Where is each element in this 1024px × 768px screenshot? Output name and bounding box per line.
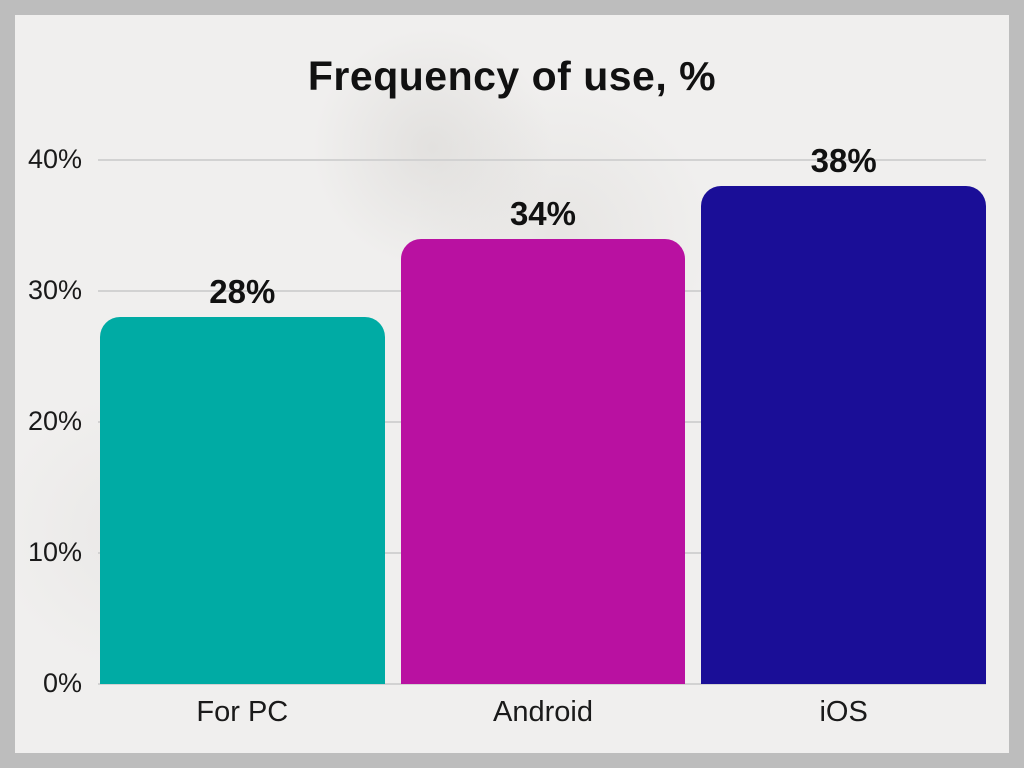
y-tick-label: 40% — [27, 144, 82, 174]
y-tick-label: 20% — [27, 406, 82, 436]
y-tick-label: 30% — [27, 275, 82, 305]
chart-title: Frequency of use, % — [307, 53, 717, 99]
chart-background: Frequency of use, % 0% 10% 20% 30% 40% 28% For… — [15, 15, 1009, 753]
bar-value-label: 28% — [209, 273, 276, 311]
gridline — [98, 159, 986, 161]
bar-android — [400, 238, 686, 684]
bar-ios — [701, 186, 986, 684]
gridline — [98, 683, 986, 685]
bar-category-label: For PC — [196, 696, 289, 728]
bar-category-label: iOS — [819, 696, 868, 728]
bar-for-pc — [100, 317, 385, 684]
bar-value-label: 38% — [810, 142, 877, 180]
y-tick-label: 10% — [27, 537, 82, 567]
y-tick-label: 0% — [42, 668, 82, 698]
plot-area: 0% 10% 20% 30% 40% 28% For PC 34% Android 38% iOS — [15, 15, 1009, 753]
bar-value-label: 34% — [509, 194, 577, 232]
bar-category-label: Android — [493, 696, 593, 728]
